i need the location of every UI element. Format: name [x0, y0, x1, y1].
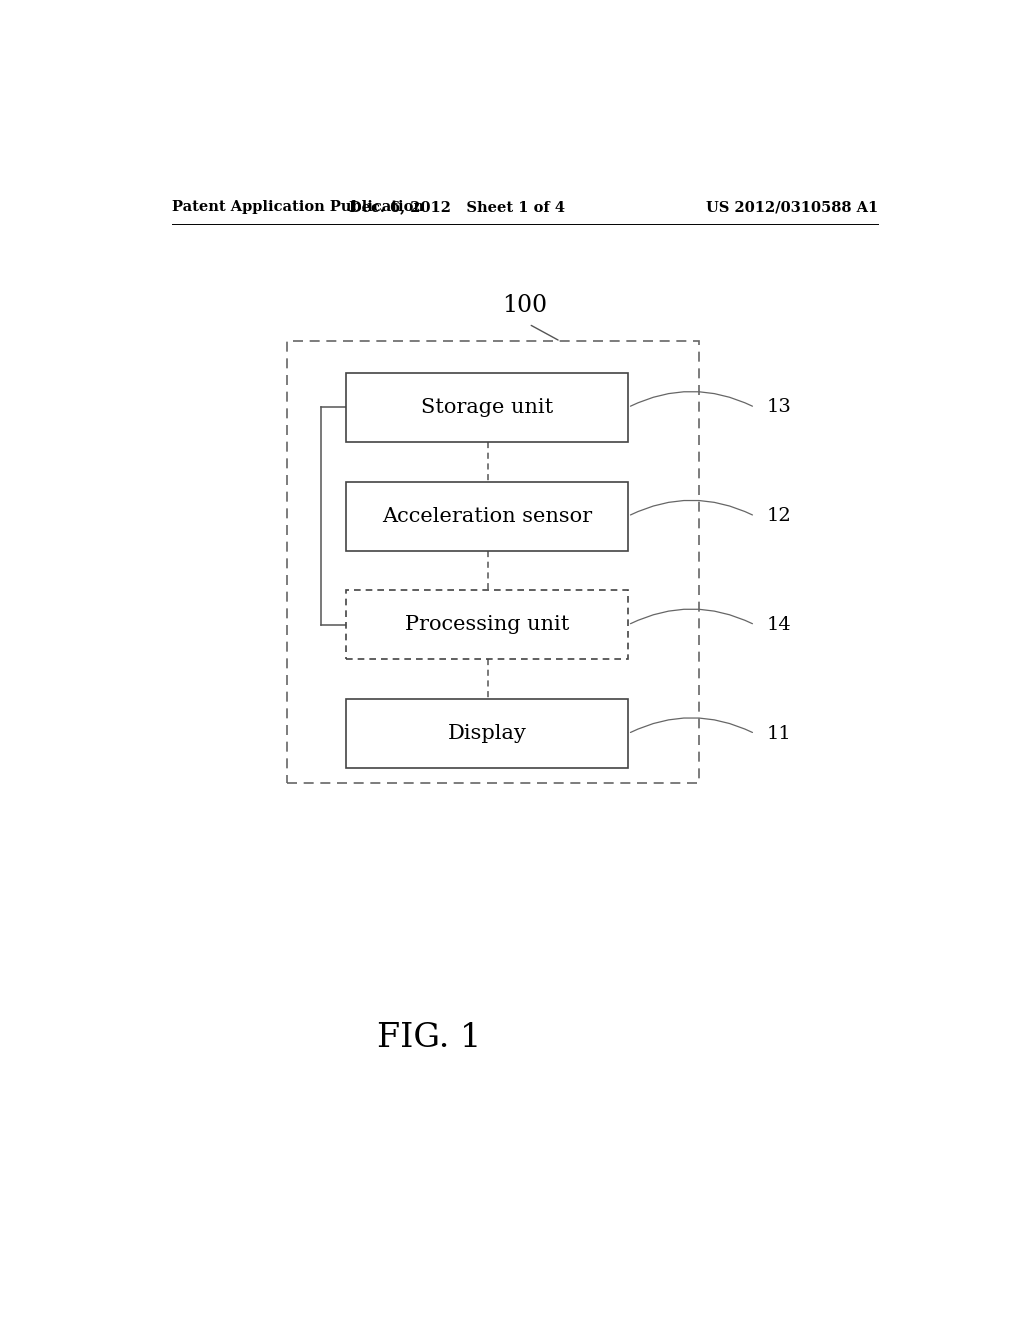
- Bar: [346, 700, 628, 768]
- Text: 12: 12: [767, 507, 792, 525]
- Bar: [287, 342, 699, 784]
- Text: Acceleration sensor: Acceleration sensor: [382, 507, 592, 525]
- Text: 14: 14: [767, 616, 792, 634]
- Text: FIG. 1: FIG. 1: [378, 1022, 481, 1053]
- Text: 13: 13: [767, 399, 792, 416]
- Text: Dec. 6, 2012   Sheet 1 of 4: Dec. 6, 2012 Sheet 1 of 4: [349, 201, 565, 214]
- Text: Storage unit: Storage unit: [421, 397, 553, 417]
- Bar: [346, 590, 628, 660]
- Text: Patent Application Publication: Patent Application Publication: [172, 201, 424, 214]
- Bar: [346, 482, 628, 550]
- Bar: [346, 372, 628, 442]
- Text: Processing unit: Processing unit: [404, 615, 569, 635]
- Text: 100: 100: [502, 294, 548, 317]
- Text: Display: Display: [447, 725, 526, 743]
- Text: US 2012/0310588 A1: US 2012/0310588 A1: [706, 201, 878, 214]
- Text: 11: 11: [767, 725, 792, 743]
